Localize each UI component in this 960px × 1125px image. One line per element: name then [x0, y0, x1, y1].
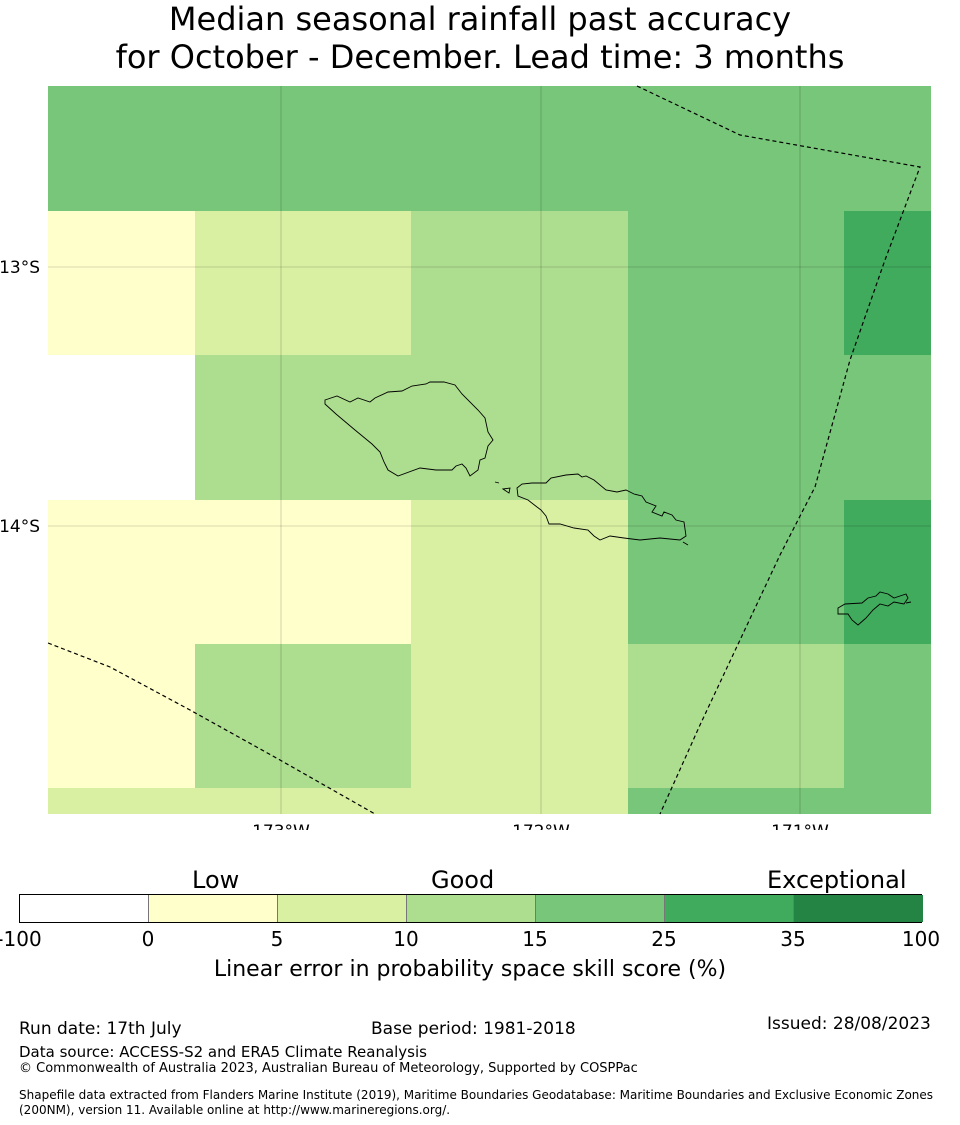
- colorbar-segment: [278, 895, 407, 922]
- colorbar-segment: [536, 895, 665, 922]
- savaii-island: [324, 381, 494, 477]
- lat-label-14s: 14°S: [0, 517, 40, 537]
- skill-cell: [844, 500, 931, 644]
- skill-cell: [628, 355, 844, 500]
- skill-cell: [844, 788, 931, 814]
- skill-cell: [48, 355, 195, 500]
- run-date: Run date: 17th July: [19, 1019, 182, 1039]
- skill-cell: [411, 644, 628, 788]
- eastern-islet: [682, 541, 689, 546]
- skill-cell: [628, 788, 844, 814]
- skill-cell: [195, 500, 411, 644]
- colorbar-tick: 25: [651, 927, 677, 951]
- skill-cell: [411, 788, 628, 814]
- skill-cell: [411, 500, 628, 644]
- skill-cell: [48, 644, 195, 788]
- lon-label-171w: 171°W: [771, 822, 829, 830]
- skill-cell: [628, 644, 844, 788]
- skill-cell: [48, 500, 195, 644]
- map-title-line2: for October - December. Lead time: 3 mon…: [115, 38, 845, 76]
- colorbar-tick: -100: [0, 927, 42, 951]
- colorbar-tick: 10: [393, 927, 419, 951]
- issued-date: Issued: 28/08/2023: [767, 1014, 931, 1034]
- tutuila-island: [837, 591, 909, 626]
- lat-label-13s: 13°S: [0, 258, 40, 278]
- skill-cell: [844, 355, 931, 500]
- colorbar-segment: [407, 895, 536, 922]
- graticule: [48, 86, 931, 814]
- apolima-islet: [494, 481, 500, 484]
- lon-label-172w: 172°W: [512, 822, 570, 830]
- skill-cell: [195, 211, 411, 355]
- data-source: Data source: ACCESS-S2 and ERA5 Climate …: [19, 1043, 427, 1061]
- skill-cell: [48, 86, 195, 211]
- skill-cell: [411, 355, 628, 500]
- category-good: Good: [431, 866, 495, 894]
- colorbar-tick: 100: [901, 927, 941, 951]
- colorbar-segment: [794, 895, 923, 922]
- colorbar-tick: 0: [141, 927, 155, 951]
- category-low: Low: [192, 866, 240, 894]
- skill-cell: [411, 86, 628, 211]
- skill-grid-cells: [48, 86, 931, 814]
- upolu-island: [516, 473, 687, 541]
- skill-cell: [628, 86, 844, 211]
- colorbar-tick: 35: [780, 927, 806, 951]
- skill-cell: [195, 86, 411, 211]
- skill-cell: [195, 644, 411, 788]
- skill-cell: [48, 788, 195, 814]
- base-period: Base period: 1981-2018: [371, 1019, 576, 1039]
- map-title-line1: Median seasonal rainfall past accuracy: [168, 0, 792, 38]
- skill-cell: [844, 211, 931, 355]
- skill-cell: [628, 211, 844, 355]
- rainfall-skill-map: 13°S 14°S 173°W 172°W 171°W: [0, 85, 931, 830]
- skill-cell: [411, 211, 628, 355]
- colorbar: [19, 894, 923, 923]
- eez-boundary-north: [636, 85, 921, 815]
- colorbar-label: Linear error in probability space skill …: [213, 957, 727, 982]
- aunuu-islet: [905, 601, 912, 604]
- manono-islet: [501, 487, 511, 494]
- coastlines: [324, 381, 912, 626]
- shapefile-credit-line2: (200NM), version 11. Available online at…: [19, 1103, 451, 1117]
- lon-label-173w: 173°W: [252, 822, 310, 830]
- eez-boundaries: [47, 85, 921, 815]
- skill-cell: [48, 211, 195, 355]
- colorbar-tick: 5: [270, 927, 284, 951]
- colorbar-tick: 15: [522, 927, 548, 951]
- colorbar-segment: [665, 895, 794, 922]
- eez-boundary-southwest: [47, 642, 376, 815]
- copyright: © Commonwealth of Australia 2023, Austra…: [19, 1061, 638, 1076]
- category-exceptional: Exceptional: [767, 866, 907, 894]
- colorbar-segment: [149, 895, 278, 922]
- skill-cell: [844, 86, 931, 211]
- shapefile-credit-line1: Shapefile data extracted from Flanders M…: [19, 1088, 934, 1102]
- skill-cell: [195, 788, 411, 814]
- skill-cell: [195, 355, 411, 500]
- skill-cell: [844, 644, 931, 788]
- skill-cell: [628, 500, 844, 644]
- colorbar-segment: [20, 895, 149, 922]
